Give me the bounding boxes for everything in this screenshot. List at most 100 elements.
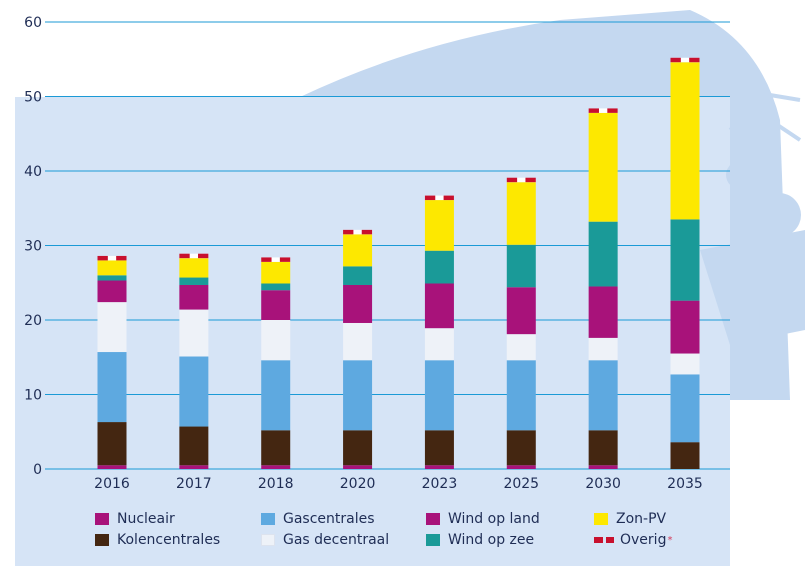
legend-item-wind-op-land: Wind op land [426, 509, 540, 529]
bar-segment-kolencentrales [506, 430, 536, 466]
bar-segment-gas-decentraal [424, 328, 454, 361]
bar-segment-overig [588, 108, 618, 113]
bar-segment-zon-pv [343, 234, 373, 267]
bar-segment-zon-pv [588, 112, 618, 222]
legend-swatch-overig [594, 537, 614, 543]
y-tick-label: 30 [24, 239, 42, 255]
bar-segment-wind-op-land [670, 300, 700, 354]
bar-segment-wind-op-zee [424, 250, 454, 284]
bar-segment-nucleair [97, 465, 127, 469]
bar-segment-zon-pv [179, 258, 209, 278]
legend-item-wind-op-zee: Wind op zee [426, 530, 534, 550]
bar-segment-nucleair [343, 465, 373, 469]
decor-building [700, 230, 805, 345]
bar-segment-overig [670, 57, 700, 63]
bar-segment-wind-op-zee [261, 283, 291, 291]
bar-segment-nucleair [179, 465, 209, 469]
bar-segment-wind-op-zee [588, 221, 618, 287]
y-tick-label: 60 [24, 15, 42, 31]
bar-segment-nucleair [588, 465, 618, 469]
legend-swatch-nucleair [95, 513, 109, 525]
bars [97, 57, 700, 469]
y-tick-label: 50 [24, 90, 42, 106]
bar-segment-nucleair [424, 465, 454, 469]
bar-segment-gas-decentraal [261, 320, 291, 361]
legend-swatch-wind-op-land [426, 513, 440, 525]
legend-swatch-gascentrales [261, 513, 275, 525]
y-tick-label: 40 [24, 164, 42, 180]
x-tick-label: 2023 [422, 476, 458, 492]
bar-segment-wind-op-land [261, 290, 291, 320]
legend-swatch-gas-decentraal [261, 534, 275, 546]
x-tick-label: 2018 [258, 476, 294, 492]
bar-segment-gascentrales [424, 360, 454, 431]
bar-segment-overig [506, 177, 536, 183]
legend-label-kolencentrales: Kolencentrales [117, 532, 221, 548]
bar-segment-wind-op-land [343, 284, 373, 323]
legend-item-overig: Overig * [594, 530, 672, 550]
legend-label-zon-pv: Zon-PV [616, 511, 667, 527]
bar-stack-2025 [506, 177, 536, 469]
bar-segment-wind-op-land [506, 287, 536, 335]
bar-stack-2018 [261, 257, 291, 469]
legend: Nucleair Gascentrales Wind op land Zon-P… [95, 509, 672, 550]
x-axis-ticks: 2016 2017 2018 2020 2023 2025 2030 2035 [94, 476, 703, 492]
bar-segment-zon-pv [670, 62, 700, 220]
x-tick-label: 2035 [667, 476, 703, 492]
bar-segment-wind-op-zee [506, 244, 536, 288]
bar-segment-gascentrales [506, 360, 536, 431]
bar-segment-wind-op-land [179, 284, 209, 310]
bar-segment-gas-decentraal [588, 337, 618, 361]
bar-segment-wind-op-land [588, 286, 618, 338]
bar-segment-wind-op-zee [670, 219, 700, 301]
bar-segment-wind-op-land [424, 283, 454, 329]
bar-segment-gas-decentraal [506, 334, 536, 361]
bar-segment-gas-decentraal [97, 302, 127, 353]
bar-stack-2035 [670, 57, 700, 469]
legend-item-nucleair: Nucleair [95, 509, 175, 529]
decor-circle [757, 193, 801, 237]
bar-segment-wind-op-land [97, 280, 127, 303]
city-silhouette [300, 10, 790, 400]
bar-segment-zon-pv [97, 260, 127, 276]
legend-label-wind-op-land: Wind op land [448, 511, 540, 527]
bar-segment-zon-pv [424, 200, 454, 251]
bar-segment-zon-pv [261, 261, 291, 284]
windmill-icon [744, 360, 781, 400]
legend-label-gas-decentraal: Gas decentraal [283, 532, 390, 548]
legend-label-nucleair: Nucleair [117, 511, 175, 527]
bar-segment-gascentrales [97, 352, 127, 423]
legend-item-kolencentrales: Kolencentrales [95, 530, 220, 550]
bar-segment-overig [343, 229, 373, 235]
y-tick-label: 20 [24, 313, 42, 329]
bar-segment-gascentrales [588, 360, 618, 431]
legend-swatch-zon-pv [594, 513, 608, 525]
bar-segment-overig [179, 253, 209, 259]
bar-stack-2030 [588, 108, 618, 469]
x-tick-label: 2025 [503, 476, 539, 492]
legend-label-gascentrales: Gascentrales [283, 511, 375, 527]
bar-stack-2017 [179, 253, 209, 469]
bar-segment-nucleair [261, 465, 291, 469]
bar-stack-2020 [343, 229, 373, 469]
x-tick-label: 2016 [94, 476, 130, 492]
windmill-icon [728, 88, 802, 142]
bar-stack-2016 [97, 255, 127, 469]
bar-segment-kolencentrales [179, 426, 209, 466]
bar-segment-overig [424, 195, 454, 201]
legend-item-gas-decentraal: Gas decentraal [261, 530, 389, 550]
footnote-marker: * [667, 534, 673, 546]
x-tick-label: 2017 [176, 476, 212, 492]
bar-segment-zon-pv [506, 182, 536, 245]
background-decoration [300, 10, 805, 400]
bar-segment-overig [261, 257, 291, 262]
y-tick-label: 10 [24, 388, 42, 404]
bar-segment-gascentrales [670, 374, 700, 443]
bar-segment-overig [97, 255, 127, 261]
legend-label-wind-op-zee: Wind op zee [448, 532, 535, 548]
y-axis-ticks: 0 10 20 30 40 50 60 [24, 15, 42, 478]
bar-segment-kolencentrales [424, 430, 454, 466]
bar-segment-wind-op-zee [97, 275, 127, 281]
